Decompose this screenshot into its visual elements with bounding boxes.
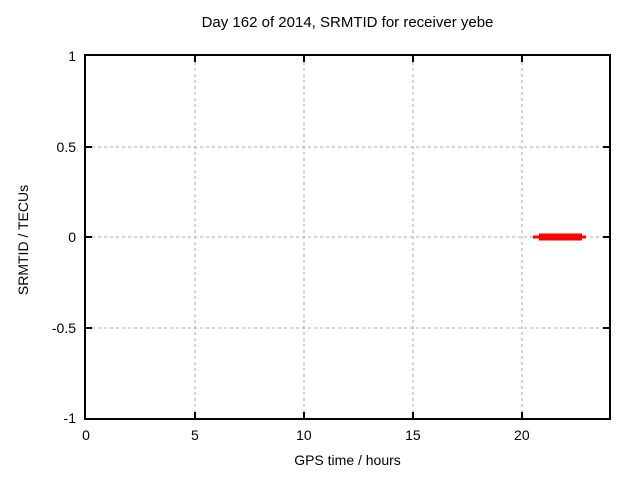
y-axis-label: SRMTID / TECUs — [15, 184, 31, 296]
y-tick-mark — [86, 236, 92, 238]
y-tick-mark — [86, 145, 92, 148]
x-tick-mark-mirror — [411, 56, 414, 62]
x-tick-label: 5 — [191, 427, 199, 443]
x-tick-mark — [302, 412, 305, 418]
y-tick-mark-mirror — [603, 326, 609, 329]
x-axis-label: GPS time / hours — [294, 452, 401, 468]
y-tick-label: -1 — [63, 410, 76, 426]
x-tick-mark-mirror — [520, 56, 523, 62]
x-tick-label: 0 — [82, 427, 90, 443]
x-tick-label: 15 — [405, 427, 421, 443]
chart-title: Day 162 of 2014, SRMTID for receiver yeb… — [201, 14, 494, 31]
x-tick-mark-mirror — [193, 56, 196, 62]
series-segment-srmtid — [539, 233, 583, 241]
y-gridline — [86, 236, 609, 238]
y-tick-label: 0 — [68, 229, 76, 245]
y-tick-label: 1 — [68, 48, 76, 64]
y-gridline — [86, 146, 609, 147]
y-gridline — [86, 327, 609, 328]
y-tick-label: -0.5 — [51, 319, 76, 336]
x-tick-label: 10 — [296, 427, 312, 443]
y-tick-mark — [86, 326, 92, 329]
y-tick-label: 0.5 — [56, 138, 76, 155]
plot-area: 0 5 10 15 20 1 0.5 0 -0.5 -1 — [52, 48, 611, 443]
x-tick-mark-mirror — [302, 56, 305, 62]
x-tick-mark — [411, 412, 414, 418]
x-tick-label: 20 — [514, 427, 530, 443]
y-tick-mark-mirror — [603, 145, 609, 148]
x-tick-mark — [520, 412, 523, 418]
y-tick-mark-mirror — [603, 236, 609, 238]
x-tick-mark — [193, 412, 196, 418]
